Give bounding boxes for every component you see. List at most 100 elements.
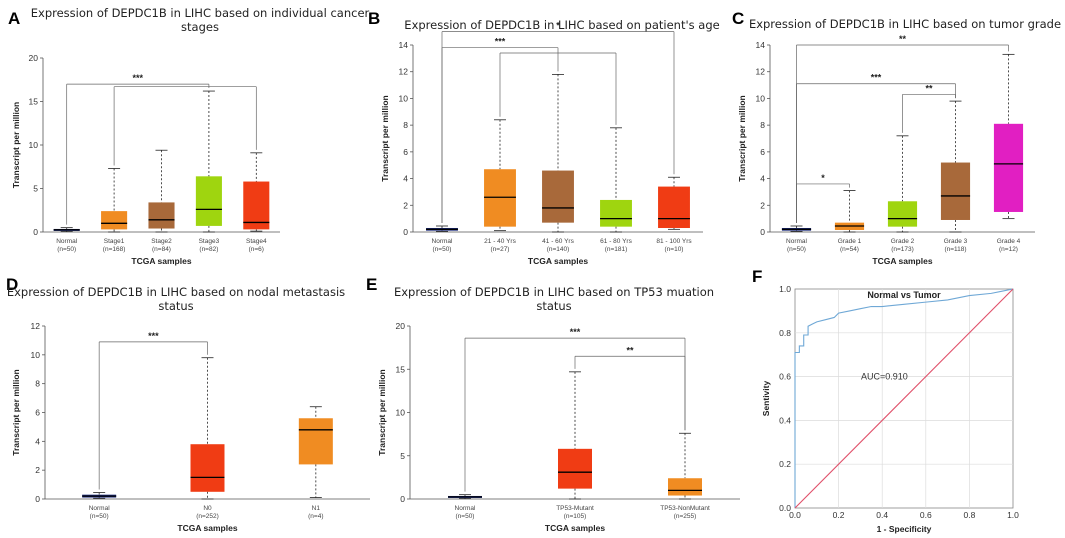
x-category-count: (n=4) [308, 513, 323, 520]
y-tick-label: 20 [29, 53, 39, 63]
chart-title: Expression of DEPDC1B in LIHC based on i… [31, 6, 370, 20]
auc-annotation: AUC=0.910 [861, 372, 908, 382]
panel-label: B [368, 9, 380, 28]
y-tick-label: 6 [760, 147, 765, 157]
y-tick-label: 12 [756, 67, 766, 77]
x-category-count: (n=118) [944, 246, 966, 253]
box-61---80-yrs: 61 - 80 Yrs(n=181) [600, 127, 633, 253]
y-tick-label: 0.2 [779, 459, 791, 469]
panel-C: C Expression of DEPDC1B in LIHC based on … [732, 9, 1061, 266]
x-category-label: Stage3 [199, 238, 220, 245]
y-tick-label: 0.6 [779, 372, 791, 382]
x-category-count: (n=50) [787, 246, 806, 253]
y-tick-label: 0 [35, 494, 40, 504]
box-normal: Normal(n=50) [426, 225, 458, 253]
x-category-label: Stage1 [104, 238, 125, 245]
x-category-count: (n=82) [199, 246, 218, 253]
y-tick-label: 20 [396, 321, 406, 331]
y-tick-label: 14 [399, 40, 409, 50]
significance-bracket [499, 52, 617, 125]
box-iqr [195, 176, 222, 226]
significance-label: *** [871, 73, 882, 83]
y-tick-label: 2 [35, 465, 40, 475]
x-category-count: (n=27) [491, 246, 510, 253]
box-iqr [668, 478, 702, 496]
box-iqr [558, 448, 592, 489]
x-category-count: (n=50) [433, 246, 452, 253]
x-category-label: Normal [455, 505, 477, 512]
y-tick-label: 10 [31, 350, 41, 360]
x-axis-title: TCGA samples [131, 256, 191, 266]
x-axis-title: TCGA samples [528, 256, 588, 266]
y-tick-label: 4 [35, 436, 40, 446]
x-tick-label: 0.4 [876, 510, 888, 520]
box-iqr [940, 162, 971, 220]
x-category-label: Normal [56, 238, 78, 245]
panel-B: B Expression of DEPDC1B in LIHC based on … [368, 9, 720, 266]
box-grade-4: Grade 4(n=12) [993, 53, 1024, 253]
y-tick-label: 8 [403, 120, 408, 130]
y-tick-label: 0 [403, 227, 408, 237]
x-category-count: (n=6) [249, 246, 264, 253]
panel-E: E Expression of DEPDC1B in LIHC based on … [366, 275, 740, 533]
x-category-label: TP53-Mutant [556, 505, 594, 512]
box-tp53-nonmutant: TP53-NonMutant(n=255) [660, 432, 710, 520]
y-tick-label: 0.4 [779, 415, 791, 425]
box-grade-3: Grade 3(n=118) [940, 100, 971, 253]
x-category-label: N1 [312, 505, 321, 512]
x-tick-label: 0.0 [789, 510, 801, 520]
box-iqr [993, 123, 1024, 212]
panel-label: E [366, 275, 377, 294]
box-n0: N0(n=252) [190, 357, 225, 520]
y-tick-label: 10 [29, 140, 39, 150]
y-tick-label: 10 [396, 408, 406, 418]
significance-label: * [821, 173, 825, 183]
x-category-count: (n=50) [57, 246, 76, 253]
x-category-label: N0 [203, 505, 212, 512]
significance-bracket: *** [441, 37, 559, 223]
roc-curve [794, 288, 1014, 508]
x-category-count: (n=181) [605, 246, 628, 253]
y-tick-label: 10 [399, 93, 409, 103]
x-category-label: Normal [89, 505, 111, 512]
significance-label: ** [925, 83, 933, 93]
box-normal: Normal(n=50) [448, 494, 482, 520]
panel-label: A [8, 9, 20, 28]
x-category-label: Grade 1 [838, 238, 862, 245]
box-41---60-yrs: 41 - 60 Yrs(n=140) [542, 73, 575, 253]
box-iqr [542, 170, 574, 223]
y-tick-label: 14 [756, 40, 766, 50]
y-tick-label: 2 [760, 200, 765, 210]
box-21---40-yrs: 21 - 40 Yrs(n=27) [484, 119, 517, 253]
x-tick-label: 0.2 [833, 510, 845, 520]
box-iqr [658, 186, 690, 228]
x-category-label: 41 - 60 Yrs [542, 238, 574, 245]
panel-label: C [732, 9, 744, 28]
box-iqr [148, 202, 175, 229]
chart-title: Expression of DEPDC1B in LIHC based on p… [404, 18, 719, 32]
x-tick-label: 0.8 [963, 510, 975, 520]
x-category-label: 81 - 100 Yrs [656, 238, 692, 245]
significance-label: *** [570, 327, 581, 337]
y-tick-label: 0.8 [779, 328, 791, 338]
significance-bracket: *** [98, 331, 208, 490]
y-axis-title: Transcript per million [11, 369, 21, 455]
chart-title: Expression of DEPDC1B in LIHC based on n… [7, 285, 345, 299]
x-category-count: (n=50) [90, 513, 109, 520]
x-category-label: Grade 2 [891, 238, 915, 245]
y-axis-title: Transcript per million [11, 102, 21, 188]
y-tick-label: 8 [760, 120, 765, 130]
x-category-label: Grade 3 [944, 238, 968, 245]
x-category-count: (n=255) [674, 513, 697, 520]
x-category-label: Grade 4 [997, 238, 1021, 245]
significance-label: ** [626, 345, 634, 355]
x-category-count: (n=12) [999, 246, 1018, 253]
y-tick-label: 0 [400, 494, 405, 504]
x-category-count: (n=105) [564, 513, 587, 520]
y-tick-label: 6 [35, 408, 40, 418]
y-tick-label: 0.0 [779, 503, 791, 513]
y-tick-label: 10 [756, 93, 766, 103]
x-category-count: (n=84) [152, 246, 171, 253]
significance-label: *** [495, 37, 506, 47]
